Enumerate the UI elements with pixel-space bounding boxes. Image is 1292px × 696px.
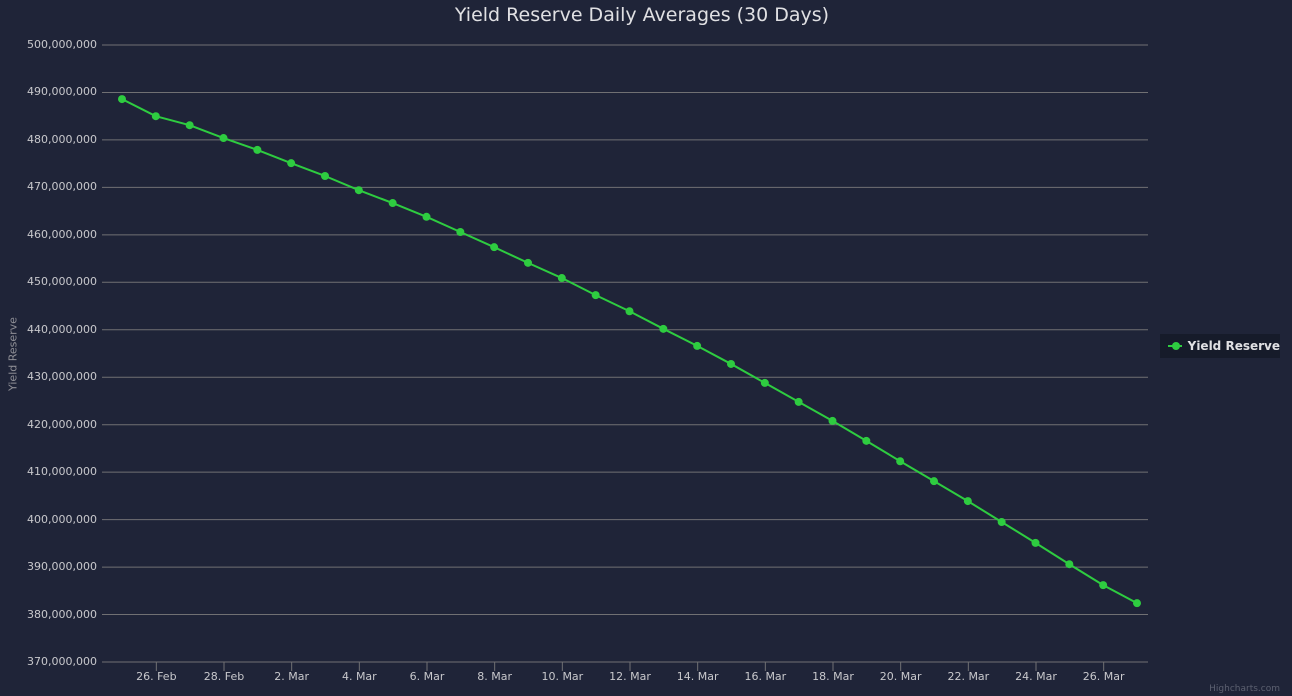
legend-line-marker-icon [1168, 342, 1182, 350]
x-tick-label: 22. Mar [947, 670, 990, 683]
y-tick-label: 390,000,000 [27, 560, 97, 574]
y-tick-label: 460,000,000 [27, 227, 97, 241]
data-point[interactable] [219, 134, 228, 143]
data-point[interactable] [151, 112, 160, 121]
data-point[interactable] [354, 186, 363, 195]
data-point[interactable] [287, 159, 296, 168]
x-tick-label: 6. Mar [409, 670, 445, 683]
data-point[interactable] [1065, 560, 1074, 569]
x-tick-label: 14. Mar [676, 670, 719, 683]
credits-link[interactable]: Highcharts.com [1209, 684, 1280, 694]
y-tick-label: 470,000,000 [27, 180, 97, 194]
y-tick-label: 480,000,000 [27, 132, 97, 146]
data-point[interactable] [625, 307, 634, 316]
legend-item-yield-reserve[interactable]: Yield Reserve [1160, 334, 1280, 358]
x-tick-label: 26. Mar [1082, 670, 1125, 683]
x-tick-label: 26. Feb [136, 670, 177, 683]
x-tick-label: 16. Mar [744, 670, 787, 683]
data-point[interactable] [794, 397, 803, 406]
data-point[interactable] [490, 243, 499, 252]
y-tick-label: 450,000,000 [27, 275, 97, 289]
data-point[interactable] [997, 517, 1006, 526]
data-point[interactable] [727, 359, 735, 368]
x-tick-label: 18. Mar [812, 670, 854, 683]
data-point[interactable] [930, 477, 938, 486]
x-tick-label: 12. Mar [609, 670, 651, 683]
y-tick-label: 400,000,000 [27, 512, 97, 526]
x-tick-label: 20. Mar [879, 670, 922, 683]
x-tick-label: 28. Feb [203, 670, 245, 683]
data-point[interactable] [693, 341, 702, 350]
y-tick-label: 440,000,000 [27, 322, 97, 336]
chart-title: Yield Reserve Daily Averages (30 Days) [454, 4, 830, 26]
data-point[interactable] [760, 378, 769, 387]
data-point[interactable] [1031, 538, 1040, 547]
y-tick-label: 380,000,000 [27, 607, 97, 621]
series-line-yield-reserve[interactable] [121, 98, 1138, 605]
x-tick-label: 10. Mar [541, 670, 584, 683]
y-axis-title: Yield Reserve [6, 317, 20, 391]
y-tick-label: 410,000,000 [27, 465, 97, 479]
x-tick-label: 8. Mar [477, 670, 513, 683]
data-point[interactable] [524, 258, 532, 267]
data-point[interactable] [1133, 599, 1141, 608]
legend-label: Yield Reserve [1187, 339, 1280, 353]
y-tick-label: 370,000,000 [27, 655, 97, 668]
data-point[interactable] [253, 145, 262, 154]
y-tick-label: 490,000,000 [27, 85, 97, 99]
y-tick-label: 420,000,000 [27, 417, 97, 431]
x-tick-label: 4. Mar [341, 670, 377, 683]
data-point[interactable] [388, 199, 397, 208]
y-tick-label: 430,000,000 [27, 370, 97, 384]
data-point[interactable] [118, 95, 126, 104]
data-point[interactable] [862, 436, 871, 445]
data-point[interactable] [456, 227, 465, 236]
data-point[interactable] [591, 291, 600, 300]
data-point[interactable] [1099, 581, 1108, 590]
data-point[interactable] [557, 274, 566, 283]
data-point[interactable] [896, 457, 905, 466]
data-point[interactable] [185, 121, 194, 130]
y-tick-label: 500,000,000 [27, 38, 97, 51]
data-point[interactable] [422, 212, 431, 221]
data-point[interactable] [321, 171, 329, 180]
x-tick-label: 2. Mar [274, 670, 310, 683]
data-point[interactable] [828, 416, 837, 425]
data-point[interactable] [963, 497, 972, 506]
x-tick-label: 24. Mar [1015, 670, 1057, 683]
data-point[interactable] [659, 324, 668, 333]
